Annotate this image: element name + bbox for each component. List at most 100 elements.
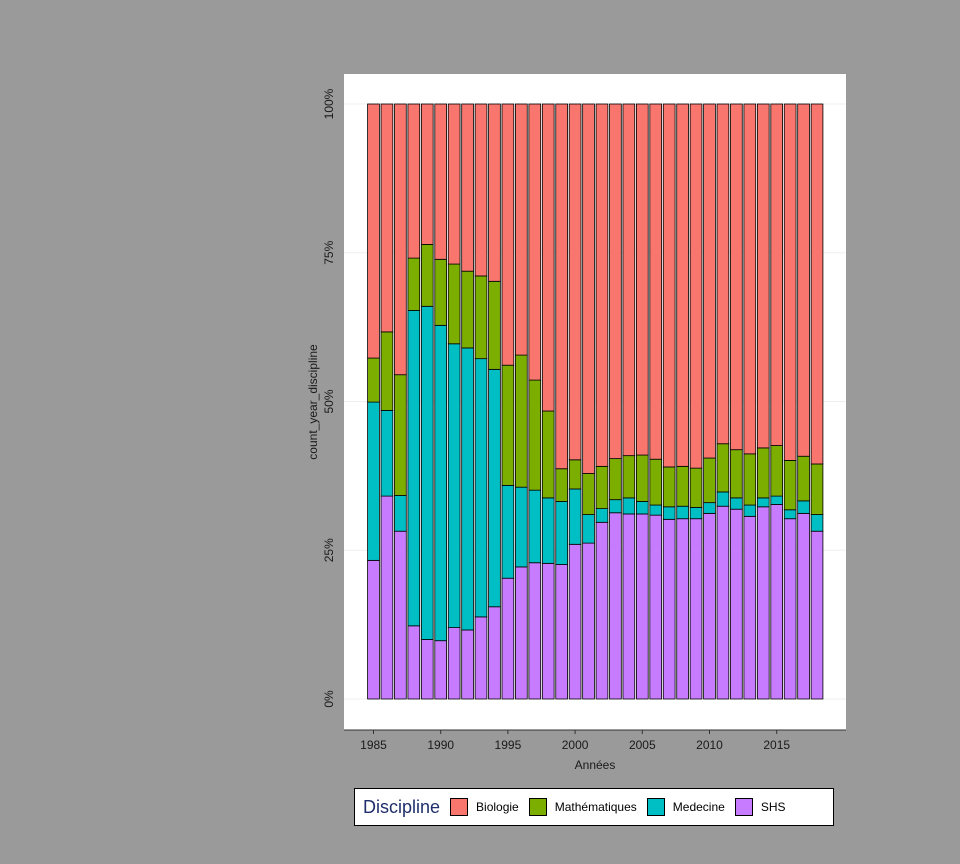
bar-shs-2018 <box>810 530 824 700</box>
bar-biologie-1988 <box>407 103 421 259</box>
bar-shs-2016 <box>783 518 797 700</box>
bar-mathematiques-2018 <box>810 463 824 515</box>
bar-mathematiques-1998 <box>541 410 555 499</box>
bar-medecine-1993 <box>474 358 488 618</box>
bar-medecine-2006 <box>649 504 663 516</box>
bar-mathematiques-2004 <box>622 455 636 499</box>
legend-label-mathematiques: Mathématiques <box>554 800 637 814</box>
bar-shs-2008 <box>676 518 689 700</box>
bar-mathematiques-1995 <box>501 364 515 486</box>
bar-shs-1993 <box>474 616 488 700</box>
bar-mathematiques-1987 <box>394 374 407 496</box>
bar-shs-1987 <box>394 530 407 700</box>
bar-medecine-2002 <box>595 508 609 523</box>
bar-mathematiques-2014 <box>756 447 770 499</box>
bar-mathematiques-2005 <box>636 454 649 502</box>
bar-mathematiques-2007 <box>662 466 676 508</box>
bar-biologie-2008 <box>676 103 689 467</box>
bar-shs-1997 <box>528 562 542 700</box>
bar-shs-2012 <box>730 508 743 700</box>
bar-biologie-2006 <box>649 103 663 460</box>
legend-swatch-biologie <box>450 798 469 816</box>
bar-biologie-1991 <box>447 103 461 265</box>
bar-shs-2002 <box>595 521 609 700</box>
bar-mathematiques-1994 <box>488 280 501 370</box>
bar-biologie-1992 <box>461 103 474 272</box>
bar-mathematiques-1985 <box>367 357 380 403</box>
y-tick-label-3: 75% <box>322 240 336 264</box>
bar-biologie-2004 <box>622 103 636 457</box>
bar-biologie-1989 <box>420 103 434 245</box>
bar-medecine-1985 <box>367 401 380 561</box>
y-axis-title: count_year_discipline <box>306 344 320 460</box>
bar-shs-2009 <box>689 518 703 700</box>
bar-mathematiques-1990 <box>434 258 447 326</box>
legend-item-shs: SHS <box>734 798 786 816</box>
legend: Discipline Biologie Mathématiques Medeci… <box>354 788 834 826</box>
bar-shs-2017 <box>797 512 810 700</box>
bar-medecine-1996 <box>515 486 528 568</box>
bar-shs-2005 <box>636 513 649 700</box>
bar-shs-2011 <box>716 505 730 700</box>
bar-medecine-1988 <box>407 310 421 627</box>
bar-mathematiques-2010 <box>703 457 716 504</box>
bar-mathematiques-1996 <box>515 354 528 488</box>
bar-mathematiques-1989 <box>420 244 434 307</box>
bar-shs-1999 <box>555 564 568 700</box>
bar-shs-1995 <box>501 577 515 700</box>
bar-biologie-2016 <box>783 103 797 461</box>
bar-shs-1986 <box>380 495 394 700</box>
bar-mathematiques-2003 <box>609 458 622 501</box>
bar-medecine-1986 <box>380 410 394 497</box>
bar-medecine-2007 <box>662 506 676 520</box>
bar-biologie-2009 <box>689 103 703 469</box>
bar-mathematiques-1997 <box>528 379 542 491</box>
x-tick-label-2005: 2005 <box>629 738 656 752</box>
bar-biologie-2003 <box>609 103 622 460</box>
bar-mathematiques-1991 <box>447 263 461 345</box>
bar-medecine-2008 <box>676 505 689 520</box>
bars <box>367 103 824 700</box>
bar-mathematiques-2013 <box>743 453 757 506</box>
bar-mathematiques-2015 <box>770 445 783 497</box>
bar-mathematiques-2012 <box>730 449 743 499</box>
bar-biologie-2005 <box>636 103 649 456</box>
legend-title: Discipline <box>363 796 441 817</box>
bar-shs-2004 <box>622 513 636 700</box>
y-tick-label-1: 25% <box>322 538 336 562</box>
x-axis: 1985 1990 1995 2000 2005 2010 2015 <box>360 730 790 752</box>
bar-mathematiques-1992 <box>461 270 474 349</box>
bar-shs-2007 <box>662 518 676 700</box>
bar-medecine-1999 <box>555 501 568 565</box>
bar-shs-2003 <box>609 512 622 700</box>
bar-biologie-2002 <box>595 103 609 467</box>
bar-medecine-1997 <box>528 489 542 564</box>
legend-swatch-shs <box>734 798 753 816</box>
bar-medecine-1990 <box>434 324 447 642</box>
y-axis: 0% 25% 50% 75% 100% <box>322 88 336 707</box>
bar-mathematiques-2008 <box>676 465 689 507</box>
legend-label-medecine: Medecine <box>672 800 725 814</box>
bar-mathematiques-2006 <box>649 458 663 506</box>
bar-biologie-1994 <box>488 103 501 282</box>
x-tick-label-2000: 2000 <box>562 738 589 752</box>
bar-medecine-2004 <box>622 497 636 515</box>
bar-biologie-2015 <box>770 103 783 446</box>
bar-mathematiques-1988 <box>407 257 421 311</box>
bar-mathematiques-1993 <box>474 275 488 360</box>
y-tick-label-2: 50% <box>322 389 336 413</box>
bar-biologie-2001 <box>582 103 595 474</box>
bar-shs-1988 <box>407 625 421 700</box>
bar-shs-1990 <box>434 640 447 700</box>
bar-medecine-1989 <box>420 305 434 640</box>
bar-mathematiques-2001 <box>582 473 595 515</box>
legend-item-medecine: Medecine <box>646 798 725 816</box>
bar-biologie-2007 <box>662 103 676 468</box>
bar-shs-2010 <box>703 512 716 700</box>
bar-mathematiques-2017 <box>797 455 810 502</box>
legend-label-shs: SHS <box>760 800 786 814</box>
bar-shs-1985 <box>367 559 380 700</box>
bar-shs-2000 <box>568 543 582 700</box>
bar-biologie-1987 <box>394 103 407 376</box>
x-tick-label-1990: 1990 <box>427 738 454 752</box>
